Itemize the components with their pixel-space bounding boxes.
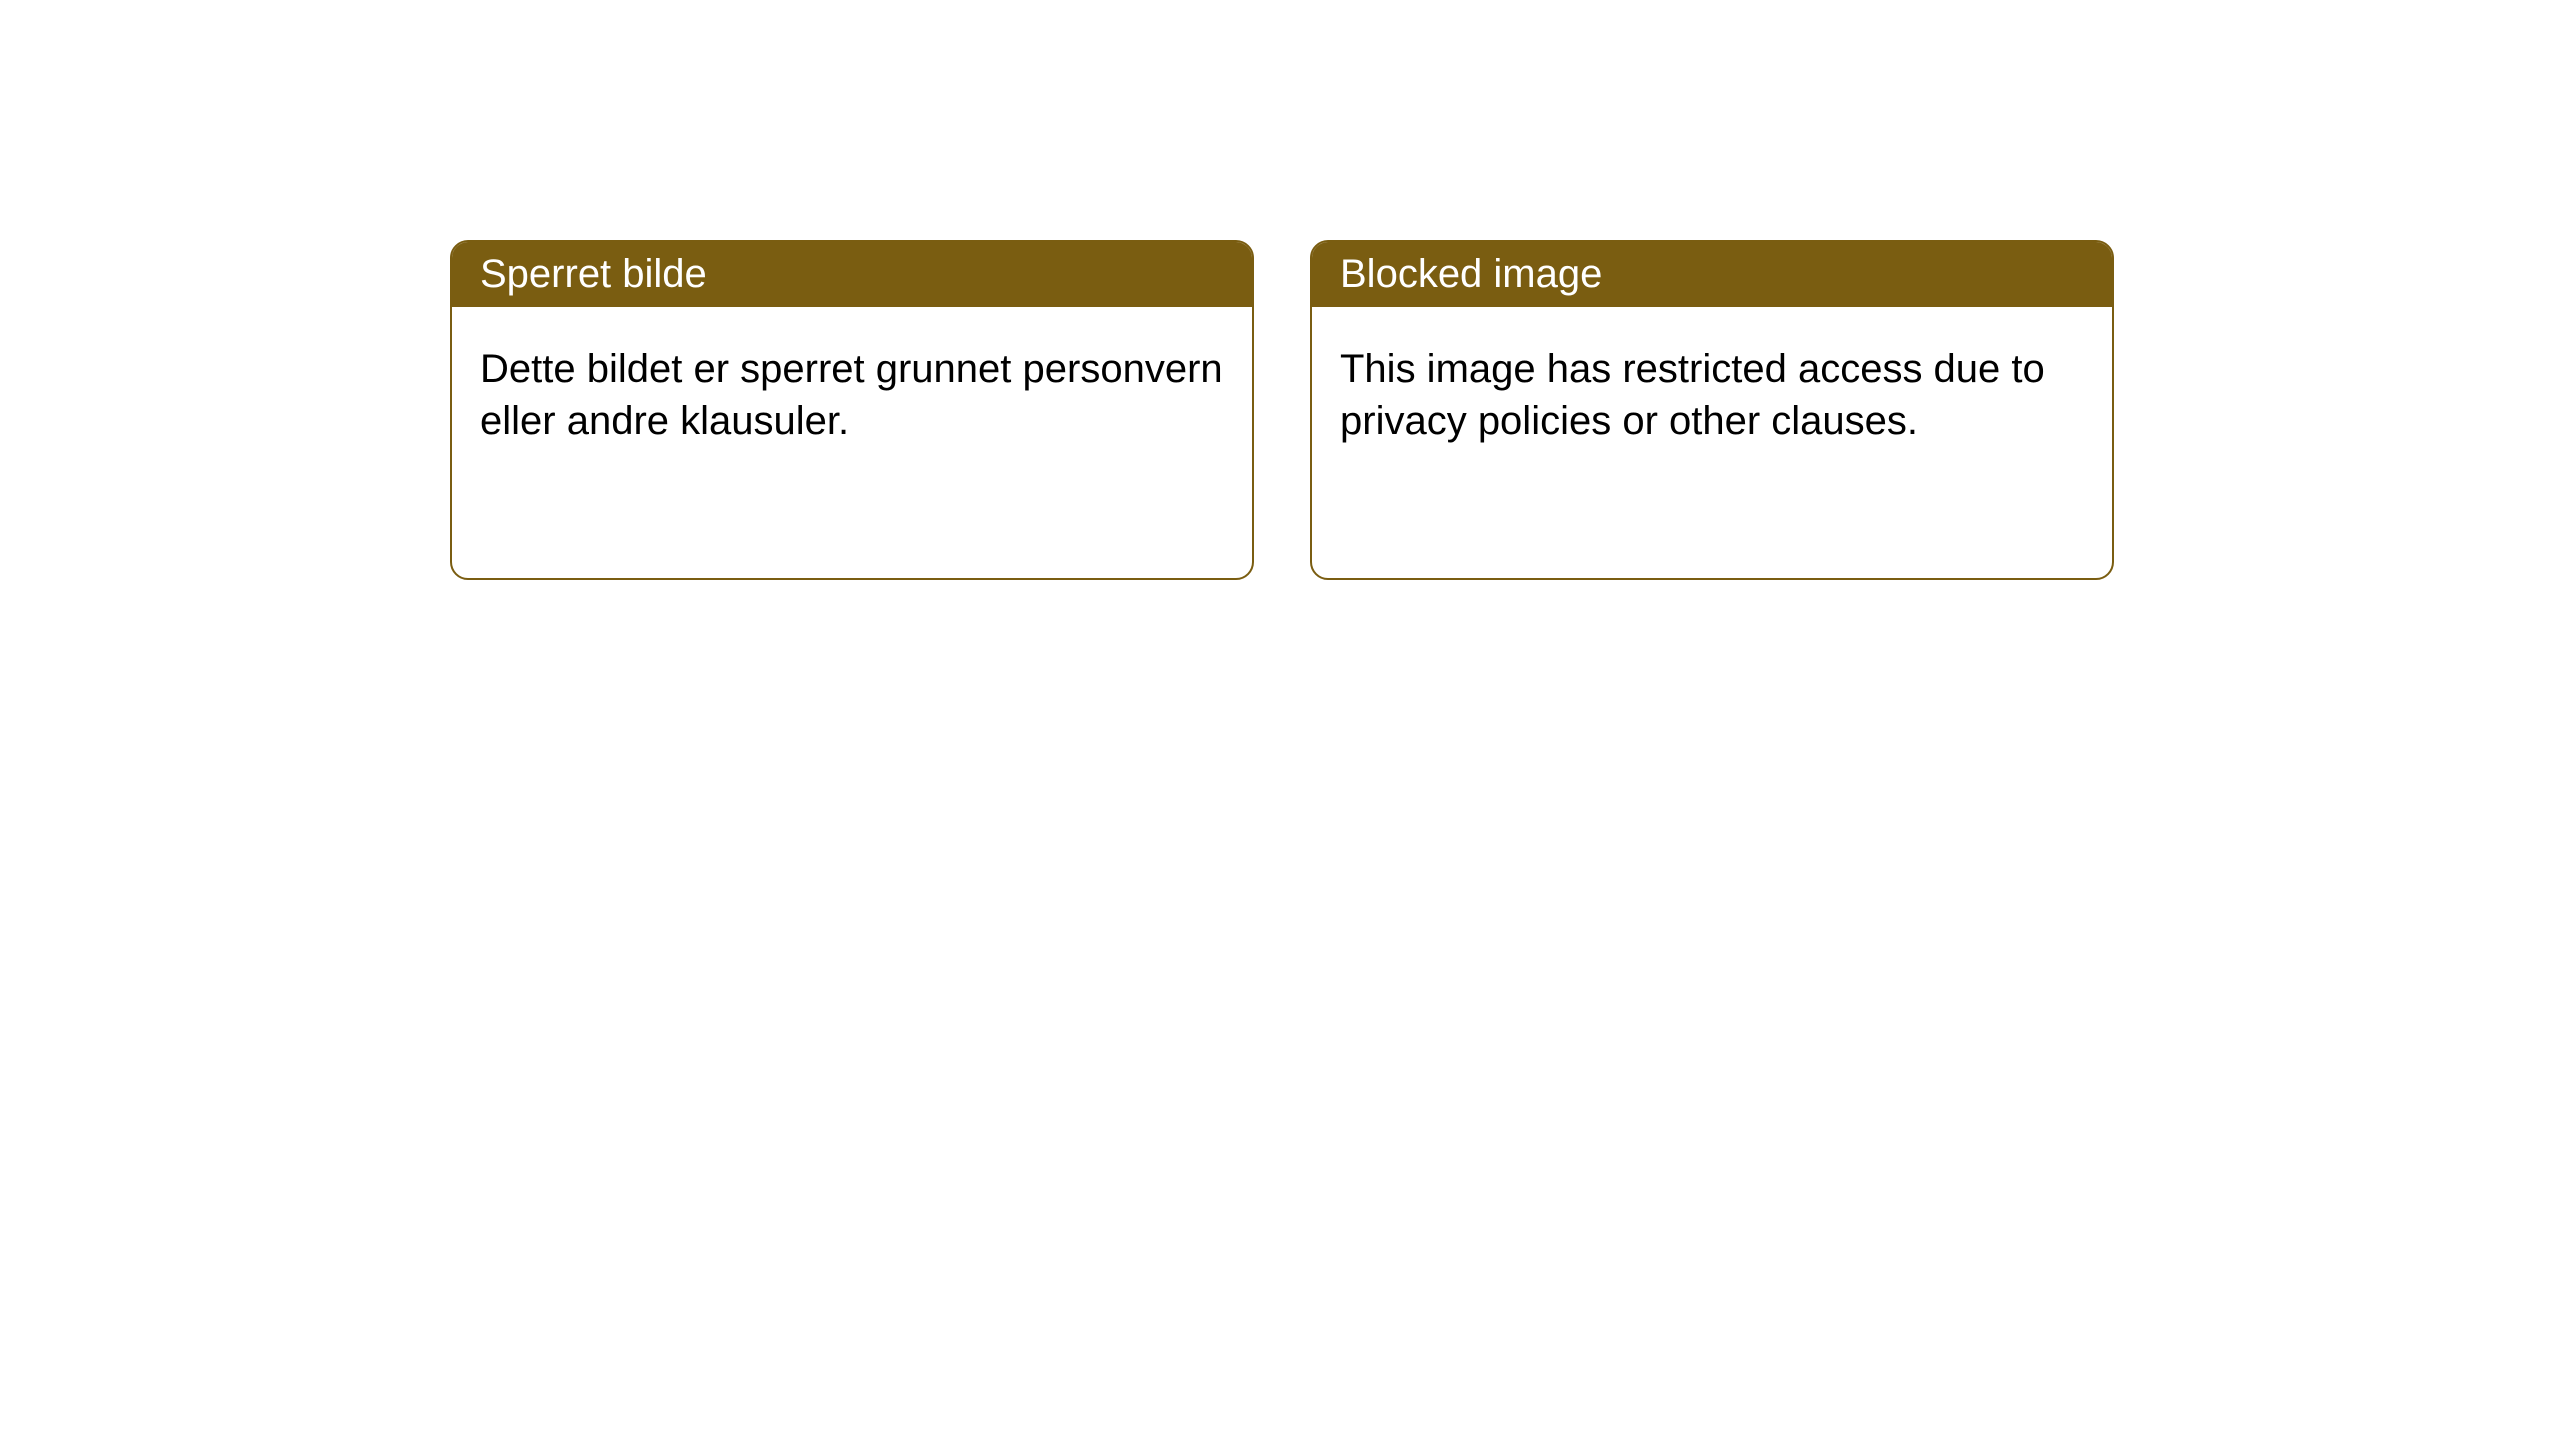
card-body-en: This image has restricted access due to … [1312,307,2112,483]
card-header-en: Blocked image [1312,242,2112,307]
blocked-image-card-no: Sperret bilde Dette bildet er sperret gr… [450,240,1254,580]
cards-container: Sperret bilde Dette bildet er sperret gr… [0,0,2560,580]
card-body-no: Dette bildet er sperret grunnet personve… [452,307,1252,483]
card-header-no: Sperret bilde [452,242,1252,307]
blocked-image-card-en: Blocked image This image has restricted … [1310,240,2114,580]
